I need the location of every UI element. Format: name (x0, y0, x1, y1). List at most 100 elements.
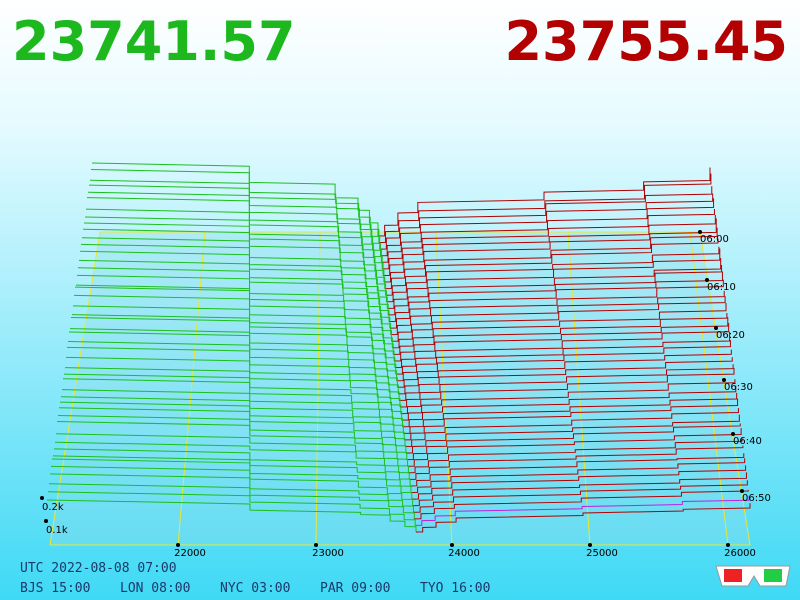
ask-depth-line (383, 214, 716, 276)
time-label: 06:00 (700, 234, 729, 245)
ask-depth-line (387, 248, 721, 309)
ask-depth-line (386, 246, 720, 303)
ask-depth-line (407, 428, 742, 467)
bid-depth-line (65, 356, 401, 408)
tick-dot (740, 489, 744, 493)
bid-depth-line (55, 433, 409, 473)
ask-depth-line (379, 186, 713, 250)
time-label: 06:20 (716, 330, 745, 341)
ask-depth-line (394, 313, 728, 362)
zone-time: TYO 16:00 (420, 581, 490, 596)
ask-depth-line (406, 423, 741, 461)
zone-time: LON 08:00 (120, 581, 190, 596)
ask-depth-line (384, 227, 718, 290)
time-label: 06:40 (733, 436, 762, 447)
ask-depth-line (380, 193, 714, 257)
bid-depth-line (54, 441, 410, 480)
ask-depth-line (411, 465, 747, 500)
ask-depth-line (394, 317, 729, 369)
tick-dot (698, 230, 702, 234)
ask-depth-line (400, 368, 735, 415)
zone-time: NYC 03:00 (220, 581, 290, 596)
bid-depth-line (61, 389, 404, 434)
bid-depth-line (58, 407, 407, 454)
ask-depth-line (415, 503, 751, 533)
ask-depth-line (412, 472, 747, 507)
bid-depth-line (56, 421, 409, 467)
floor-grid (49, 231, 751, 546)
depth-label: 0.2k (42, 502, 64, 513)
bid-depth-line (48, 483, 415, 519)
tick-dot (731, 432, 735, 436)
ask-depth-line (396, 331, 731, 382)
bid-depth-line (47, 491, 416, 526)
ask-depth-line (405, 414, 740, 454)
depth-lines (46, 162, 751, 533)
ask-depth-line (398, 349, 732, 395)
ask-depth-line (403, 392, 738, 434)
tick-dot (705, 278, 709, 282)
ask-depth-line (382, 209, 715, 270)
price-label: 26000 (724, 548, 756, 559)
ask-depth-line (395, 322, 730, 375)
ask-depth-line (383, 218, 717, 283)
bid-depth-line (62, 378, 403, 427)
price-label: 22000 (174, 548, 206, 559)
tick-dot (722, 378, 726, 382)
tick-dot (588, 543, 592, 547)
ask-depth-line (388, 257, 722, 316)
depth-label: 0.1k (46, 525, 68, 536)
zone-time: PAR 09:00 (320, 581, 390, 596)
grid-line (435, 231, 453, 546)
bid-depth-line (70, 316, 397, 375)
bid-depth-line (68, 331, 398, 388)
bid-depth-line (50, 465, 414, 506)
time-label: 06:10 (707, 282, 736, 293)
ask-depth-line (378, 173, 712, 244)
ask-depth-line (415, 496, 750, 526)
time-label: 06:30 (724, 382, 753, 393)
ask-depth-line (397, 340, 731, 388)
price-label: 25000 (586, 548, 618, 559)
ask-depth-line (410, 453, 745, 487)
floor (50, 232, 750, 545)
tick-dot (40, 496, 44, 500)
zone-time: BJS 15:00 (20, 581, 90, 596)
grid-line (689, 231, 729, 546)
ask-depth-line (385, 238, 719, 296)
tick-dot (44, 519, 48, 523)
bid-depth-line (66, 346, 400, 401)
bid-price: 23741.57 (12, 10, 296, 73)
tick-dot (726, 543, 730, 547)
ask-depth-line (410, 458, 746, 494)
time-label: 06:50 (742, 493, 771, 504)
ask-depth-line (399, 357, 733, 401)
tick-dot (450, 543, 454, 547)
ask-depth-line (390, 279, 724, 336)
ask-depth-line (413, 480, 748, 513)
ask-depth-line (402, 385, 737, 428)
grid-line (315, 231, 321, 546)
bid-depth-line (53, 448, 411, 486)
bid-depth-line (49, 473, 414, 513)
tick-dot (176, 543, 180, 547)
glasses-icon (715, 565, 791, 587)
ask-depth-line (408, 437, 743, 474)
ask-depth-line (392, 296, 726, 349)
ask-depth-line (401, 379, 736, 421)
ask-depth-line (409, 445, 744, 480)
ask-depth-line (399, 364, 734, 408)
ask-depth-line (414, 489, 749, 520)
ask-depth-line (377, 167, 711, 237)
price-label: 24000 (448, 548, 480, 559)
bid-depth-line (64, 367, 402, 414)
bid-depth-line (46, 499, 417, 532)
ask-depth-line (393, 303, 727, 355)
price-label: 23000 (312, 548, 344, 559)
utc-time: UTC 2022-08-08 07:00 (20, 561, 177, 576)
ask-depth-line (405, 408, 739, 447)
grid-line (177, 231, 206, 546)
ask-depth-line (389, 271, 723, 329)
tick-dot (314, 543, 318, 547)
